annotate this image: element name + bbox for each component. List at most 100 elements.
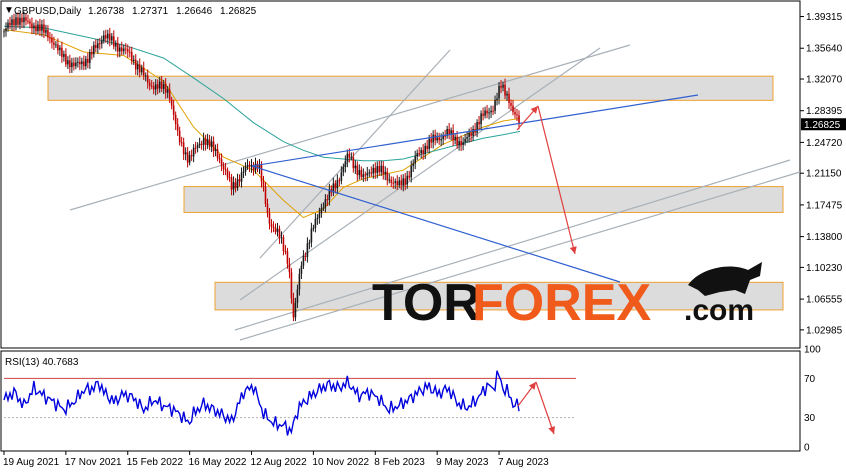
time-tick-label: 10 Nov 2022 xyxy=(312,457,369,468)
candle-body xyxy=(406,175,409,185)
candle-body xyxy=(518,115,520,124)
candle-body xyxy=(142,67,145,76)
candle-body xyxy=(392,182,395,184)
candle-body xyxy=(220,159,223,166)
candle-body xyxy=(334,183,337,189)
candle-body xyxy=(226,170,229,178)
candle-body xyxy=(114,42,117,47)
candle-body xyxy=(286,251,289,264)
candle-body xyxy=(79,61,81,65)
candle-body xyxy=(108,33,111,41)
candle-body xyxy=(508,93,510,104)
candle-body xyxy=(432,134,434,143)
zone-2 xyxy=(214,281,784,311)
candle-body xyxy=(434,134,436,141)
candle-body xyxy=(378,166,381,173)
candle-body xyxy=(306,243,309,257)
candle-body xyxy=(368,172,371,174)
candle-body xyxy=(89,52,91,63)
candle-body xyxy=(93,45,95,55)
symbol-label: GBPUSD,Daily xyxy=(14,6,81,17)
candle-body xyxy=(31,23,33,29)
candle-body xyxy=(414,156,417,164)
candle-body xyxy=(420,150,422,154)
candle-body xyxy=(112,36,115,47)
candle-body xyxy=(196,145,199,148)
candle-body xyxy=(314,218,317,228)
candle-body xyxy=(47,29,49,38)
candle-body xyxy=(136,64,139,70)
candle-body xyxy=(140,67,143,73)
forecast-arrows xyxy=(516,105,577,255)
candle-body xyxy=(384,171,387,175)
candle-body xyxy=(248,164,251,167)
candle-body xyxy=(412,163,415,167)
candle-body xyxy=(300,265,303,274)
candle-body xyxy=(154,84,157,90)
candle-body xyxy=(180,142,183,144)
candle-body xyxy=(33,25,35,29)
candle-body xyxy=(468,132,470,138)
candle-body xyxy=(188,155,191,163)
candle-body xyxy=(103,35,105,41)
candle-body xyxy=(232,182,235,190)
candle-body xyxy=(366,172,369,176)
candle-body xyxy=(126,49,129,52)
candle-body xyxy=(200,143,203,145)
candle-body xyxy=(15,17,17,26)
candle-body xyxy=(206,139,209,145)
candle-body xyxy=(436,137,438,141)
rsi-forecast-down xyxy=(535,381,556,435)
torforex-logo: TOR FOREX .com xyxy=(372,262,762,332)
candle-body xyxy=(382,165,385,175)
candle-body xyxy=(150,85,153,87)
candle-body xyxy=(3,31,5,33)
ohlc-low: 1.26646 xyxy=(176,6,213,17)
candle-body xyxy=(372,167,375,174)
bull-icon xyxy=(688,262,762,296)
candle-body xyxy=(216,149,219,158)
candle-body xyxy=(478,122,480,125)
time-tick-label: 7 Aug 2023 xyxy=(498,457,549,468)
ohlc-high: 1.27371 xyxy=(132,6,169,17)
candle-body xyxy=(418,153,420,155)
candle-body xyxy=(182,142,185,155)
candle-body xyxy=(498,85,500,99)
candle-body xyxy=(426,145,428,150)
menu-icon[interactable]: ▼ xyxy=(4,5,14,16)
candle-body xyxy=(186,152,189,163)
candle-body xyxy=(320,208,323,214)
candle-body xyxy=(9,22,11,26)
candle-body xyxy=(396,181,399,186)
candle-body xyxy=(230,177,233,190)
candle-body xyxy=(354,165,357,169)
candle-body xyxy=(374,167,377,173)
candle-body xyxy=(440,138,442,141)
candle-body xyxy=(148,82,151,86)
candle-body xyxy=(29,21,31,24)
candle-body xyxy=(496,98,498,101)
support-resistance-zones xyxy=(47,75,784,311)
candle-body xyxy=(208,139,211,147)
candle-body xyxy=(214,149,217,151)
candle-body xyxy=(204,138,207,145)
candle-body xyxy=(258,165,261,169)
trendline-upper xyxy=(251,94,699,167)
candle-body xyxy=(486,110,488,114)
candle-body xyxy=(110,36,113,41)
candle-body xyxy=(344,161,347,168)
time-tick-label: 19 Aug 2021 xyxy=(3,457,60,468)
candle-body xyxy=(178,130,181,143)
candle-body xyxy=(490,110,492,113)
candle-body xyxy=(83,61,85,67)
candle-body xyxy=(338,180,341,182)
price-tick-label: 1.35640 xyxy=(806,44,843,55)
candle-body xyxy=(236,179,239,188)
price-tick-label: 1.28395 xyxy=(806,106,843,117)
candle-body xyxy=(482,113,484,116)
candle-body xyxy=(386,171,389,181)
candle-body xyxy=(57,44,59,51)
time-tick-label: 9 May 2023 xyxy=(436,457,489,468)
candle-body xyxy=(446,128,448,136)
